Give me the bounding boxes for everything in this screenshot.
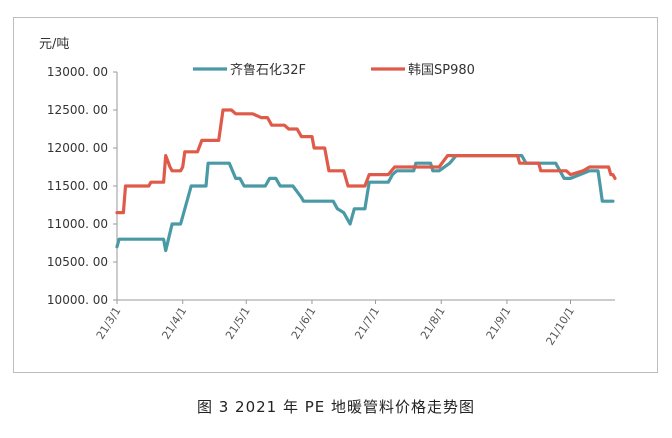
- line-chart: 10000. 00 10500. 00 11000. 00 11500. 00 1200…: [39, 37, 617, 348]
- figure-caption: 图 3 2021 年 PE 地暖管料价格走势图: [196, 398, 476, 416]
- y-tick-label: 12500. 00: [47, 103, 108, 117]
- series-line-2: [115, 108, 617, 215]
- x-tick-label: 21/9/1: [484, 305, 514, 342]
- legend: 齐鲁石化32F 韩国SP980: [193, 62, 475, 78]
- y-tick-label: 11500. 00: [47, 179, 108, 193]
- y-axis: 10000. 00 10500. 00 11000. 00 11500. 00 1200…: [47, 65, 118, 307]
- y-tick-label: 13000. 00: [47, 65, 108, 79]
- x-tick-label: 21/4/1: [159, 305, 189, 342]
- legend-label-1: 齐鲁石化32F: [230, 62, 306, 78]
- x-tick-label: 21/3/1: [94, 305, 124, 342]
- series-lines: [115, 108, 617, 253]
- y-tick-label: 10000. 00: [47, 293, 108, 307]
- y-axis-unit-label: 元/吨: [39, 37, 69, 52]
- y-tick-label: 10500. 00: [47, 255, 108, 269]
- legend-label-2: 韩国SP980: [408, 63, 475, 78]
- x-tick-label: 21/7/1: [352, 305, 382, 342]
- x-axis: 21/3/1 21/4/1 21/5/1 21/6/1 21/7/1 21/8/1 21/9…: [94, 299, 615, 348]
- x-tick-label: 21/10/1: [544, 305, 577, 348]
- series-line-1: [115, 154, 615, 253]
- x-tick-label: 21/8/1: [418, 305, 448, 342]
- x-tick-label: 21/5/1: [223, 305, 253, 342]
- chart-frame: [13, 17, 658, 373]
- y-tick-label: 12000. 00: [47, 141, 108, 155]
- y-tick-label: 11000. 00: [47, 217, 108, 231]
- x-tick-label: 21/6/1: [289, 305, 319, 342]
